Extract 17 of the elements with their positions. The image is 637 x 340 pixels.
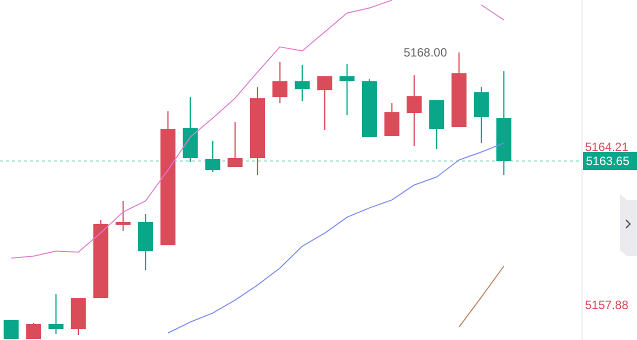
candlestick xyxy=(406,74,422,147)
candlestick xyxy=(340,63,355,116)
line-series xyxy=(167,142,504,334)
candlestick xyxy=(228,121,243,168)
annotation: 5168.00 xyxy=(404,45,448,60)
y-tick-label: 5164.21 xyxy=(585,140,629,154)
candlestick xyxy=(294,64,310,102)
candlestick xyxy=(272,61,288,104)
candlestick xyxy=(205,140,220,173)
candlestick xyxy=(26,322,42,340)
candlestick xyxy=(384,102,400,137)
candlestick xyxy=(317,76,332,131)
y-tick-label: 5157.88 xyxy=(585,298,629,312)
candlestick xyxy=(116,200,131,232)
ref-line-label: 5163.65 xyxy=(586,154,630,168)
candlestick xyxy=(48,293,64,335)
candlestick xyxy=(4,319,19,340)
